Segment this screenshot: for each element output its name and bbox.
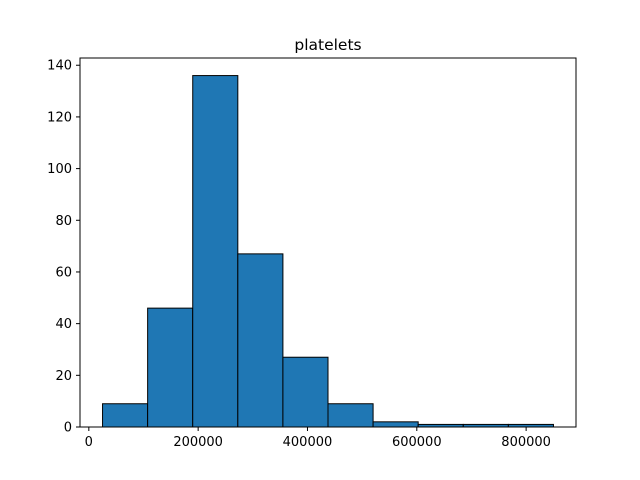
- y-tick-label: 0: [64, 421, 72, 436]
- y-tick-label: 140: [47, 59, 72, 74]
- histogram-bar: [327, 403, 374, 428]
- y-tick-label: 20: [55, 369, 72, 384]
- x-tick-label: 0: [85, 435, 93, 450]
- histogram-bar: [102, 403, 149, 428]
- y-tick-label: 40: [55, 317, 72, 332]
- x-axis-ticks: 0 200000 400000 600000 800000: [85, 427, 551, 450]
- y-tick-label: 80: [55, 214, 72, 229]
- x-tick-label: 400000: [283, 435, 333, 450]
- bars-group: [102, 75, 554, 428]
- axes-frame: [79, 57, 577, 428]
- x-tick-label: 800000: [501, 435, 551, 450]
- histogram-bar: [192, 75, 239, 428]
- histogram-bar: [147, 307, 194, 428]
- x-tick-label: 200000: [173, 435, 223, 450]
- y-tick-label: 60: [55, 265, 72, 280]
- y-tick-label: 120: [47, 110, 72, 125]
- y-axis-ticks: 0 20 40 60 80 100 120 140: [47, 59, 80, 436]
- chart-title: platelets: [294, 36, 361, 54]
- histogram-bar: [372, 421, 419, 428]
- histogram-bar: [237, 253, 284, 428]
- x-tick-label: 600000: [392, 435, 442, 450]
- histogram-bar: [282, 356, 329, 428]
- y-tick-label: 100: [47, 162, 72, 177]
